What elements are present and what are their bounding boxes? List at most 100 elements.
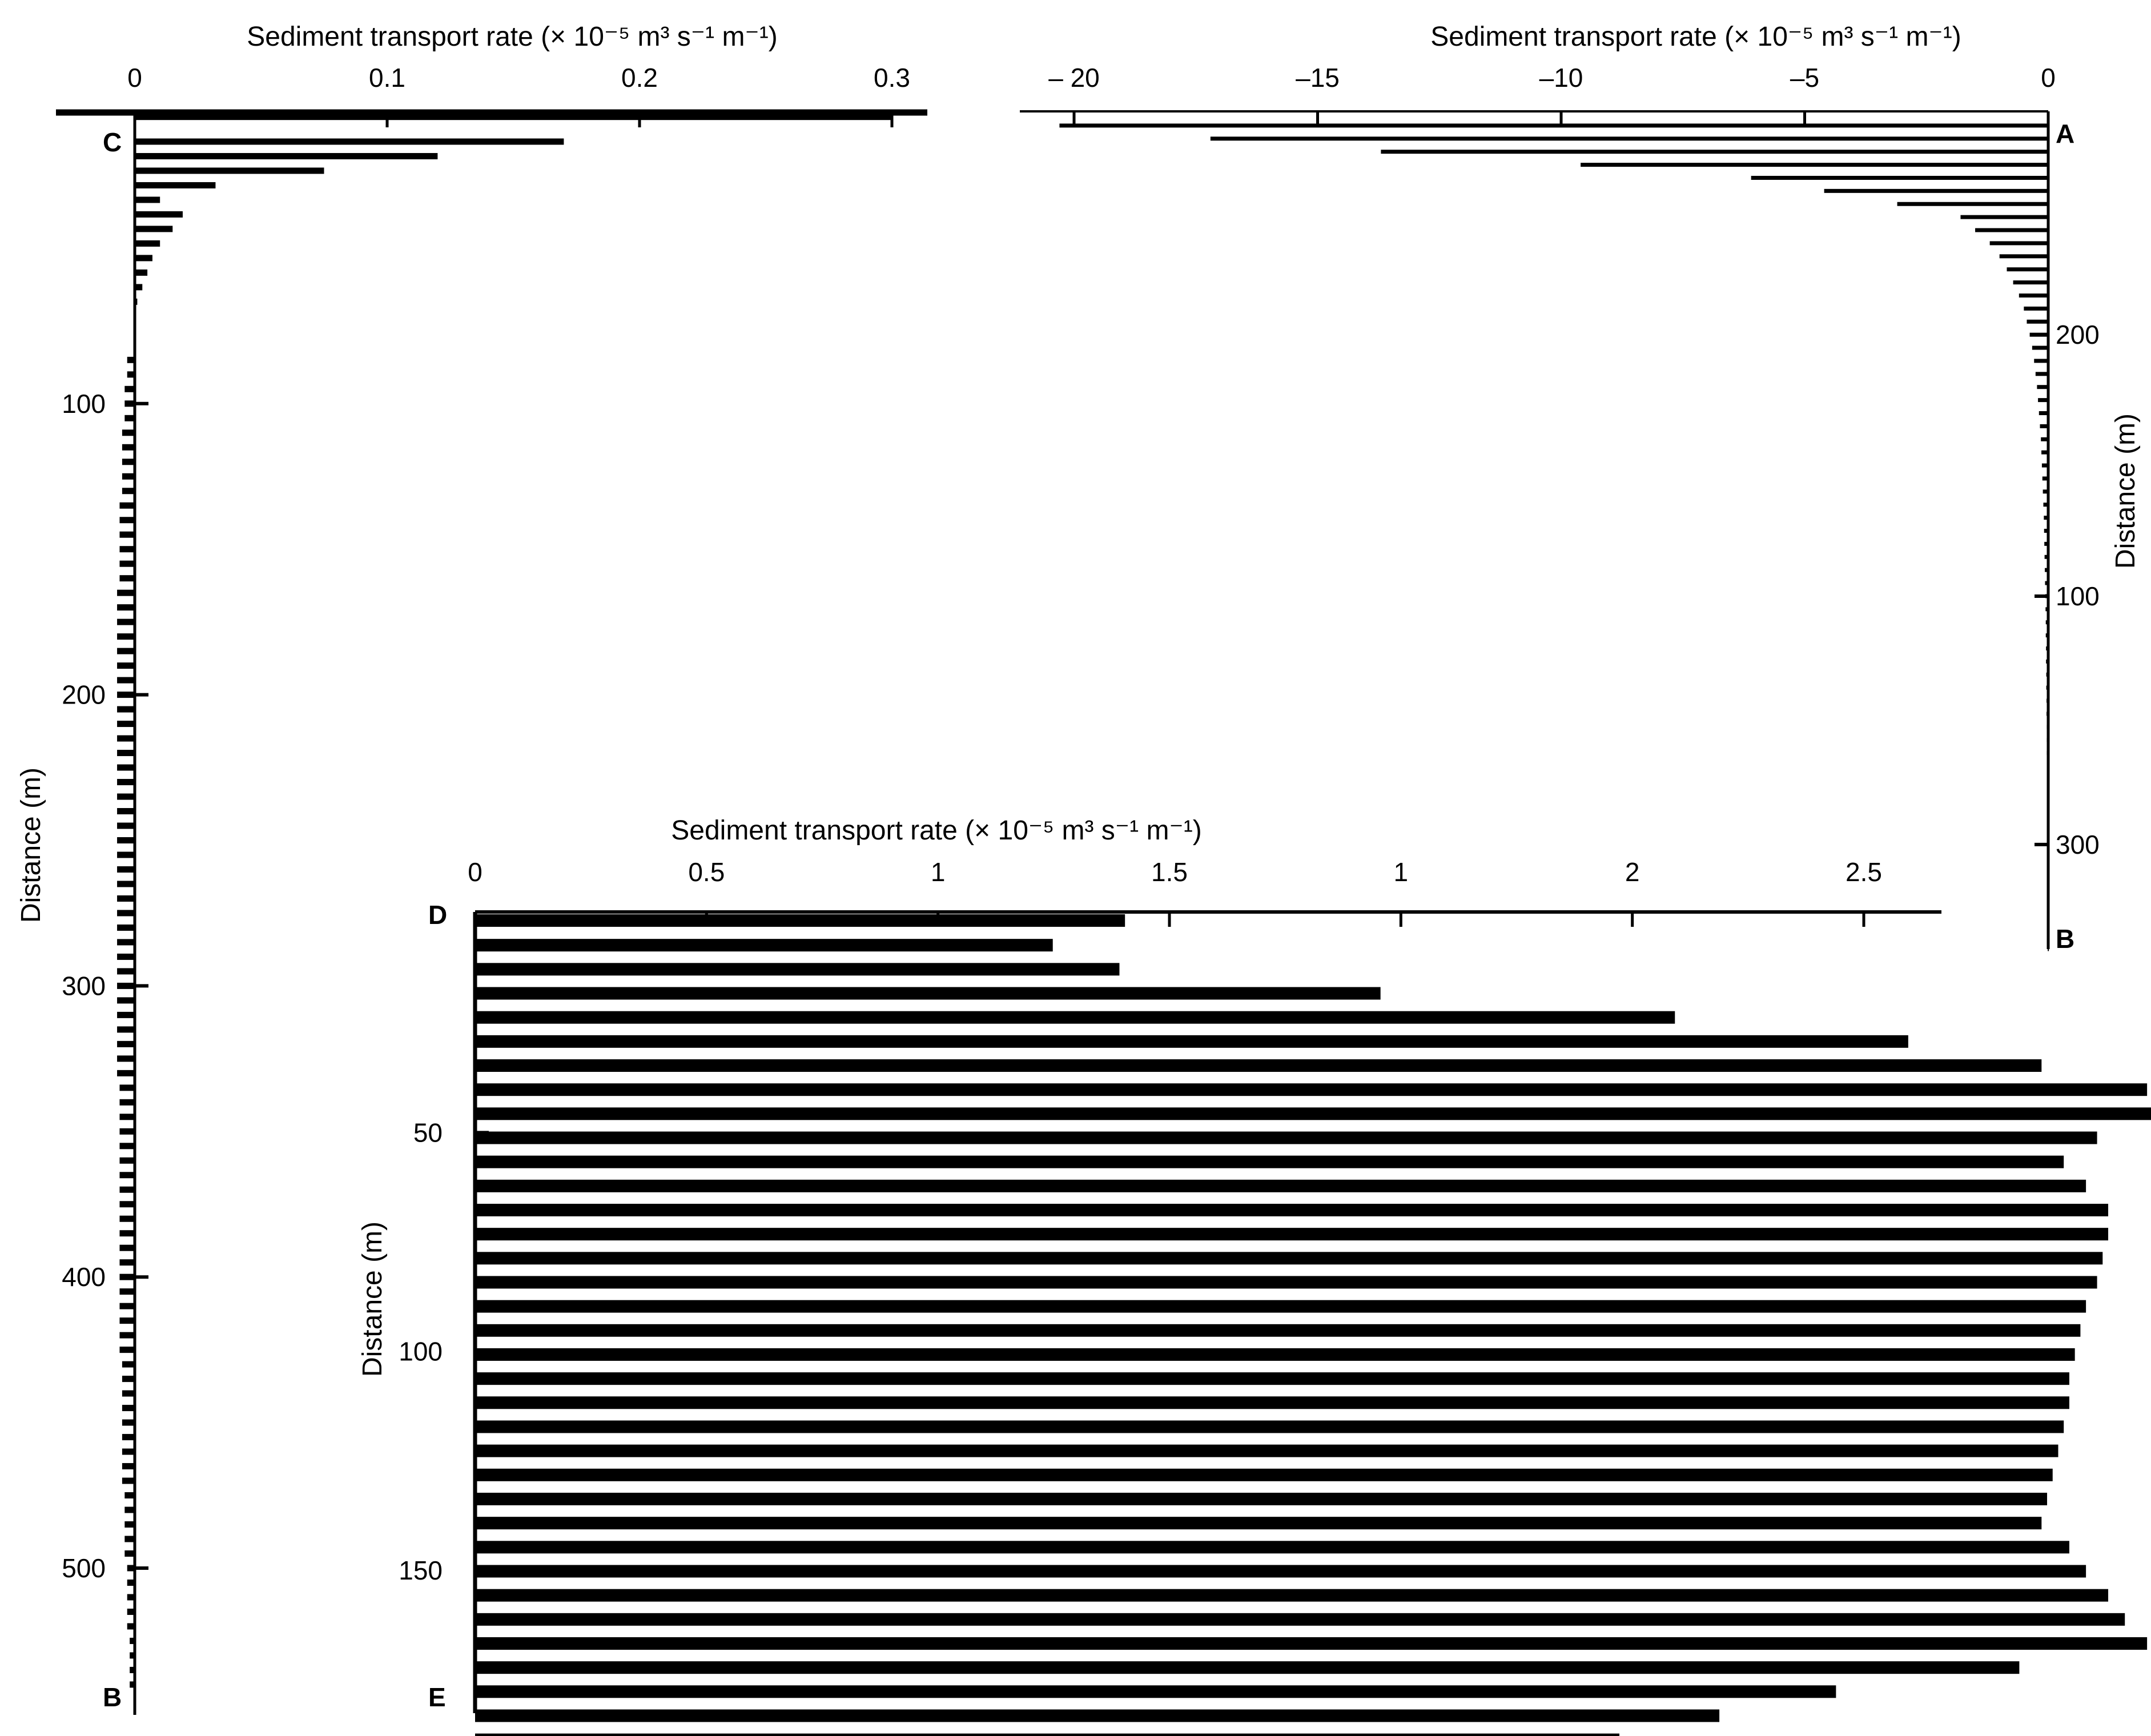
bar-ab-31 — [2044, 516, 2048, 520]
bar-cb-9 — [135, 240, 160, 247]
bar-cb-74 — [119, 1186, 135, 1193]
bar-cb-57 — [117, 939, 135, 946]
bar-de-6 — [475, 1035, 1908, 1048]
bar-cb-67 — [119, 1084, 135, 1091]
bar-ab-25 — [2041, 437, 2048, 441]
bar-cb-69 — [119, 1114, 135, 1120]
bar-ab-30 — [2043, 503, 2048, 507]
bar-de-35 — [475, 1733, 1619, 1736]
bar-cb-1 — [135, 114, 892, 120]
bar-ab-22 — [2038, 398, 2048, 403]
bar-cb-65 — [117, 1055, 135, 1062]
x-tick-label-de-2: 1 — [931, 857, 946, 887]
bar-ab-4 — [1581, 163, 2048, 167]
chart-a-b-x-axis-title: Sediment transport rate (× 10⁻⁵ m³ s⁻¹ m… — [1430, 22, 1961, 52]
bar-cb-53 — [117, 881, 135, 887]
bar-cb-101 — [127, 1579, 135, 1586]
bar-de-8 — [475, 1083, 2148, 1096]
bar-cb-5 — [135, 182, 216, 188]
bar-de-13 — [475, 1204, 2109, 1216]
bar-cb-20 — [124, 400, 135, 407]
bar-cb-87 — [122, 1376, 135, 1383]
bar-cb-98 — [124, 1536, 135, 1542]
bar-cb-92 — [122, 1448, 135, 1455]
bar-de-15 — [475, 1252, 2103, 1265]
bar-de-9 — [475, 1107, 2151, 1120]
bar-de-5 — [475, 1011, 1675, 1024]
bar-ab-6 — [1824, 188, 2048, 193]
bar-cb-31 — [119, 560, 135, 567]
bar-de-24 — [475, 1468, 2053, 1481]
bar-cb-26 — [122, 488, 135, 495]
bar-ab-15 — [2024, 306, 2048, 311]
chart-d-e-x-tick-labels: 0 0.5 1 1.5 1 2 2.5 — [468, 857, 1882, 927]
chart-a-b-bars — [1059, 123, 2049, 951]
bar-cb-8 — [135, 226, 173, 232]
chart-d-e-y-axis-title: Distance (m) — [357, 1221, 388, 1377]
chart-c-b-y-tick-labels: 100 200 300 400 500 — [62, 389, 148, 1583]
bar-cb-17 — [127, 356, 135, 363]
bar-cb-3 — [135, 152, 438, 159]
bar-cb-48 — [117, 808, 135, 815]
bar-cb-95 — [124, 1492, 135, 1499]
bar-cb-88 — [122, 1390, 135, 1397]
bar-cb-80 — [119, 1273, 135, 1280]
bar-cb-2 — [135, 138, 564, 145]
bar-cb-55 — [117, 910, 135, 917]
chart-d-e-end-label: E — [428, 1682, 446, 1712]
chart-d-e-x-axis-title: Sediment transport rate (× 10⁻⁵ m³ s⁻¹ m… — [671, 815, 1201, 846]
bar-ab-12 — [2007, 267, 2048, 272]
x-tick-label-de-6: 2.5 — [1846, 857, 1882, 887]
x-tick-label-de-1: 0.5 — [688, 857, 725, 887]
bar-de-26 — [475, 1517, 2042, 1530]
bar-cb-34 — [117, 604, 135, 611]
x-tick-label-de-3: 1.5 — [1151, 857, 1188, 887]
bar-cb-56 — [117, 924, 135, 931]
bar-ab-7 — [1897, 202, 2048, 206]
bar-cb-78 — [119, 1244, 135, 1251]
bar-de-14 — [475, 1228, 2109, 1241]
bar-cb-11 — [135, 269, 148, 276]
bar-cb-71 — [119, 1143, 135, 1150]
bar-cb-54 — [117, 895, 135, 902]
bar-cb-25 — [122, 473, 135, 480]
chart-c-b: Sediment transport rate (× 10⁻⁵ m³ s⁻¹ m… — [16, 22, 927, 1715]
bar-ab-18 — [2032, 345, 2048, 350]
bar-de-27 — [475, 1541, 2069, 1554]
y-tick-label-de-0: 50 — [413, 1118, 443, 1147]
x-tick-label-ab-0: – 20 — [1048, 63, 1100, 93]
bar-cb-10 — [135, 255, 152, 262]
bar-ab-5 — [1751, 175, 2048, 180]
bar-cb-18 — [127, 371, 135, 378]
bar-ab-19 — [2034, 359, 2048, 363]
bar-cb-50 — [117, 837, 135, 843]
bar-cb-47 — [117, 793, 135, 800]
bar-ab-10 — [1989, 241, 2048, 246]
bar-cb-61 — [117, 997, 135, 1004]
y-tick-label-ab-2: 300 — [2056, 830, 2100, 859]
bar-cb-99 — [124, 1550, 135, 1557]
y-tick-label-cb-4: 500 — [62, 1553, 106, 1583]
bar-cb-105 — [130, 1637, 135, 1644]
y-tick-label-cb-3: 400 — [62, 1262, 106, 1292]
bar-cb-21 — [124, 415, 135, 421]
bar-ab-13 — [2013, 280, 2048, 285]
bar-cb-93 — [122, 1463, 135, 1470]
bar-cb-6 — [135, 196, 160, 203]
bar-cb-68 — [119, 1099, 135, 1106]
y-tick-label-de-2: 150 — [399, 1556, 443, 1585]
chart-c-b-x-tick-labels: 0 0.1 0.2 0.3 — [127, 63, 910, 127]
bar-de-33 — [475, 1685, 1836, 1698]
bar-ab-14 — [2019, 293, 2048, 298]
bar-de-4 — [475, 987, 1381, 1000]
chart-a-b-x-tick-labels: – 20 –15 –10 –5 0 — [1048, 63, 2056, 126]
bar-cb-96 — [124, 1506, 135, 1513]
bar-de-10 — [475, 1131, 2097, 1144]
bar-cb-24 — [122, 459, 135, 465]
bar-cb-63 — [117, 1026, 135, 1033]
bar-ab-27 — [2041, 463, 2048, 468]
bar-de-21 — [475, 1396, 2069, 1409]
bar-ab-35 — [2045, 568, 2048, 572]
bar-cb-60 — [117, 982, 135, 989]
chart-a-b-start-label: A — [2056, 119, 2074, 148]
